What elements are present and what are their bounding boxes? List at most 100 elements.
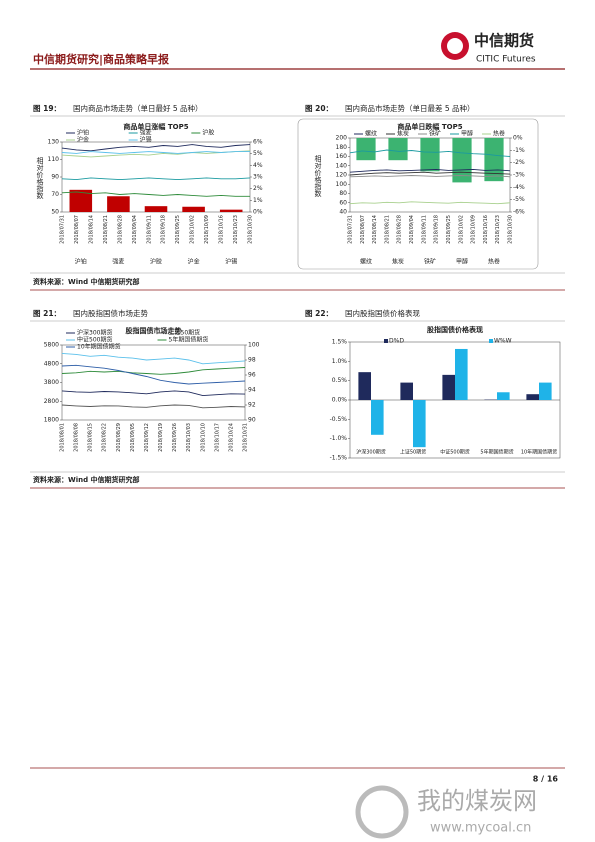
x-tick-label: 10年期国债期货 <box>521 449 557 456</box>
legend-label: 5年期国债期货 <box>169 336 209 344</box>
bar <box>452 138 472 183</box>
x-tick-label: 2018/10/30 <box>508 215 514 244</box>
x-tick-label: 2018/09/04 <box>409 215 415 244</box>
legend-label: 沪锡 <box>140 136 152 144</box>
bar-category-label: 热卷 <box>488 258 500 266</box>
y-tick-label: 120 <box>336 172 348 179</box>
source: 资料来源：Wind 中信期货研究部 <box>33 475 140 484</box>
bar <box>413 400 426 448</box>
logo-mark-inner <box>447 38 463 54</box>
source: 资料来源：Wind 中信期货研究部 <box>33 277 140 286</box>
x-tick-label: 2018/08/21 <box>103 215 109 244</box>
legend-label: 上证50期货 <box>169 329 201 337</box>
bar-category-label: 沪金 <box>188 258 200 266</box>
x-tick-label: 2018/10/30 <box>248 215 254 244</box>
y2-tick-label: 92 <box>248 402 256 409</box>
bar-category-label: 沪胶 <box>150 258 162 266</box>
y2-tick-label: 4% <box>253 162 263 169</box>
y-tick-label: 110 <box>48 156 60 163</box>
series-line <box>61 390 246 397</box>
x-tick-label: 2018/10/16 <box>219 215 225 244</box>
x-tick-label: 2018/10/02 <box>458 215 464 244</box>
bar-category-label: 螺纹 <box>360 258 372 266</box>
y2-tick-label: -3% <box>513 172 525 179</box>
x-tick-label: 2018/09/18 <box>161 215 167 244</box>
bar <box>526 394 539 400</box>
x-tick-label: 中证500期货 <box>440 449 470 456</box>
y-tick-label: 160 <box>336 153 348 160</box>
series-line <box>61 364 246 385</box>
bar-category-label: 沪锡 <box>225 258 237 266</box>
bar <box>107 196 130 212</box>
x-tick-label: 2018/09/05 <box>130 423 136 452</box>
bar <box>356 138 376 161</box>
x-tick-label: 2018/09/26 <box>172 423 178 452</box>
legend-label: W%W <box>494 338 512 345</box>
y-tick-label: 1800 <box>44 417 59 424</box>
logo-name: 中信期货 <box>474 32 534 50</box>
y2-tick-label: -4% <box>513 184 525 191</box>
legend-label: 焦炭 <box>397 130 409 138</box>
watermark-name: 我的煤炭网 <box>417 787 537 815</box>
bar-category-label: 焦炭 <box>392 258 404 266</box>
y-tick-label: 0.5% <box>332 377 348 384</box>
series-line <box>61 177 251 181</box>
series-line <box>349 168 511 173</box>
x-tick-label: 2018/08/07 <box>74 215 80 244</box>
y-tick-label: -0.5% <box>330 416 348 423</box>
x-tick-label: 2018/07/31 <box>60 215 66 244</box>
bar <box>497 392 510 400</box>
y-tick-label: 180 <box>336 144 348 151</box>
bar <box>144 206 168 212</box>
legend-label: 沪胶 <box>202 129 214 137</box>
figure-label: 图 21： <box>33 309 61 318</box>
x-tick-label: 2018/10/16 <box>483 215 489 244</box>
header-title: 中信期货研究|商品策略早报 <box>33 52 170 66</box>
x-tick-label: 2018/08/28 <box>397 215 403 244</box>
x-tick-label: 2018/10/24 <box>228 423 234 452</box>
legend-label: 铁矿 <box>429 130 441 138</box>
x-tick-label: 2018/09/25 <box>175 215 181 244</box>
y-tick-label: 60 <box>339 199 347 206</box>
y-tick-label: 4800 <box>44 360 59 367</box>
figure-caption: 国内股指国债价格表现 <box>345 308 420 318</box>
y-tick-label: 100 <box>336 181 348 188</box>
watermark-url: www.mycoal.cn <box>430 821 531 836</box>
legend-swatch <box>489 339 493 343</box>
x-tick-label: 2018/10/09 <box>204 215 210 244</box>
x-tick-label: 2018/09/19 <box>158 423 164 452</box>
y-tick-label: 50 <box>51 209 59 216</box>
x-tick-label: 2018/07/31 <box>348 215 354 244</box>
bar <box>371 400 384 435</box>
y-tick-label: 5800 <box>44 342 59 349</box>
x-tick-label: 2018/10/17 <box>214 423 220 452</box>
bar-category-label: 甲醇 <box>456 258 468 266</box>
x-tick-label: 5年期国债期货 <box>480 449 513 456</box>
y-tick-label: 2800 <box>44 398 59 405</box>
bar <box>69 189 93 212</box>
y2-tick-label: 5% <box>253 150 263 157</box>
x-tick-label: 2018/08/21 <box>384 215 390 244</box>
legend-label: 沪金 <box>77 136 89 144</box>
y-tick-label: 1.0% <box>332 358 348 365</box>
bar-category-label: 强麦 <box>112 258 124 266</box>
series-line <box>349 171 511 176</box>
x-tick-label: 2018/08/14 <box>372 215 378 244</box>
x-tick-label: 沪深300期货 <box>356 449 386 456</box>
y-tick-label: 1.5% <box>332 339 348 346</box>
bar-category-label: 沪铂 <box>75 258 87 266</box>
x-tick-label: 2018/08/15 <box>88 423 94 452</box>
watermark-logo <box>355 785 409 839</box>
legend-label: 热卷 <box>493 130 505 138</box>
series-line <box>61 151 250 154</box>
y2-tick-label: 98 <box>248 357 256 364</box>
bar <box>358 372 371 400</box>
x-tick-label: 2018/10/10 <box>200 423 206 452</box>
x-tick-label: 2018/09/25 <box>446 215 452 244</box>
x-tick-label: 2018/08/14 <box>88 215 94 244</box>
y-tick-label: 130 <box>48 139 60 146</box>
chart-title: 股指国债价格表现 <box>426 325 483 334</box>
y2-tick-label: 96 <box>248 372 256 379</box>
series-line <box>349 175 511 178</box>
figure-label: 图 19： <box>33 104 61 113</box>
